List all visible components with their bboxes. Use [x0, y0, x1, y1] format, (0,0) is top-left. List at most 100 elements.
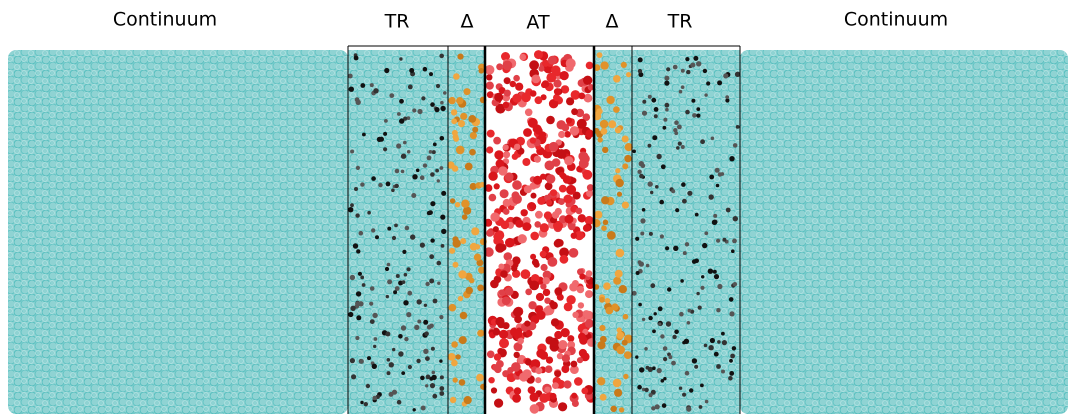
- transition-particle: [663, 126, 667, 130]
- atomistic-particle: [530, 137, 536, 143]
- transition-particle: [356, 315, 361, 320]
- transition-particle: [673, 65, 678, 70]
- transition-particle: [407, 291, 412, 296]
- interface-particle: [616, 179, 624, 187]
- atomistic-particle: [491, 387, 497, 393]
- interface-particle: [600, 120, 609, 129]
- transition-particle: [360, 83, 365, 88]
- interface-particle: [603, 220, 609, 226]
- transition-particle: [395, 169, 400, 174]
- atomistic-particle: [550, 338, 559, 347]
- atomistic-particle: [577, 119, 587, 129]
- transition-particle: [662, 403, 667, 408]
- interface-particle: [615, 270, 623, 278]
- atomistic-particle: [554, 88, 561, 95]
- transition-particle: [423, 320, 428, 325]
- transition-particle: [713, 270, 717, 274]
- transition-particle: [421, 96, 425, 100]
- transition-particle: [640, 232, 644, 236]
- transition-particle: [663, 346, 668, 351]
- transition-particle: [732, 239, 737, 244]
- interface-particle: [615, 168, 620, 173]
- interface-particle: [611, 406, 617, 412]
- atomistic-particle: [577, 286, 585, 294]
- atomistic-particle: [499, 330, 508, 339]
- atomistic-particle: [488, 377, 494, 383]
- atomistic-particle: [566, 117, 572, 123]
- interface-particle: [458, 270, 466, 278]
- interface-particle: [623, 374, 628, 379]
- transition-particle: [729, 297, 734, 302]
- atomistic-particle: [493, 226, 499, 232]
- atomistic-particle: [521, 93, 531, 103]
- transition-particle: [392, 348, 395, 351]
- transition-particle: [639, 367, 644, 372]
- transition-particle: [397, 400, 402, 405]
- atomistic-particle: [564, 156, 573, 165]
- interface-particle: [448, 97, 455, 104]
- atomistic-particle: [494, 150, 503, 159]
- interface-particle: [616, 346, 625, 355]
- transition-particle: [395, 286, 400, 291]
- transition-particle: [725, 98, 729, 102]
- atomistic-particle: [546, 116, 555, 125]
- transition-particle: [403, 300, 408, 305]
- atomistic-particle: [546, 200, 552, 206]
- transition-particle: [679, 312, 684, 317]
- atomistic-particle: [539, 131, 546, 138]
- transition-particle: [696, 61, 701, 66]
- interface-particle: [614, 389, 622, 397]
- transition-particle: [650, 191, 653, 194]
- transition-particle: [430, 201, 435, 206]
- atomistic-particle: [566, 185, 576, 195]
- transition-particle: [638, 260, 642, 264]
- atomistic-particle: [569, 283, 578, 292]
- atomistic-particle: [571, 233, 577, 239]
- transition-particle: [437, 179, 440, 182]
- transition-particle: [686, 70, 690, 74]
- transition-particle: [700, 139, 705, 144]
- interface-particle: [601, 225, 607, 231]
- interface-particle: [608, 120, 616, 128]
- interface-particle: [459, 336, 467, 344]
- transition-particle: [723, 73, 728, 78]
- transition-particle: [399, 118, 404, 123]
- atomistic-particle: [530, 404, 540, 414]
- transition-particle: [389, 392, 394, 397]
- atomistic-particle: [535, 211, 543, 219]
- transition-particle: [410, 234, 415, 239]
- transition-particle: [421, 406, 426, 411]
- transition-particle: [423, 67, 428, 72]
- transition-particle: [698, 306, 702, 310]
- interface-particle: [626, 72, 631, 77]
- atomistic-particle: [586, 62, 594, 70]
- transition-particle: [437, 282, 440, 285]
- interface-particle: [469, 149, 476, 156]
- transition-particle: [683, 251, 687, 255]
- transition-particle: [632, 150, 636, 154]
- transition-particle: [385, 267, 389, 271]
- transition-particle: [642, 208, 646, 212]
- interface-particle: [451, 341, 458, 348]
- interface-particle: [611, 303, 618, 310]
- transition-particle: [665, 246, 669, 250]
- transition-particle: [353, 243, 358, 248]
- transition-particle: [649, 232, 653, 236]
- atomistic-particle: [559, 185, 567, 193]
- transition-particle: [386, 182, 391, 187]
- transition-particle: [359, 231, 364, 236]
- transition-particle: [387, 263, 391, 267]
- transition-particle: [412, 108, 416, 112]
- transition-particle: [685, 110, 690, 115]
- transition-particle: [373, 88, 378, 93]
- transition-particle: [681, 69, 685, 73]
- atomistic-particle: [503, 208, 510, 215]
- transition-particle: [403, 141, 407, 145]
- transition-particle: [699, 405, 703, 409]
- region-label: TR: [667, 11, 693, 33]
- transition-particle: [644, 388, 648, 392]
- atomistic-particle: [562, 124, 570, 132]
- transition-particle: [689, 388, 693, 392]
- transition-particle: [704, 93, 707, 96]
- interface-particle: [450, 397, 456, 403]
